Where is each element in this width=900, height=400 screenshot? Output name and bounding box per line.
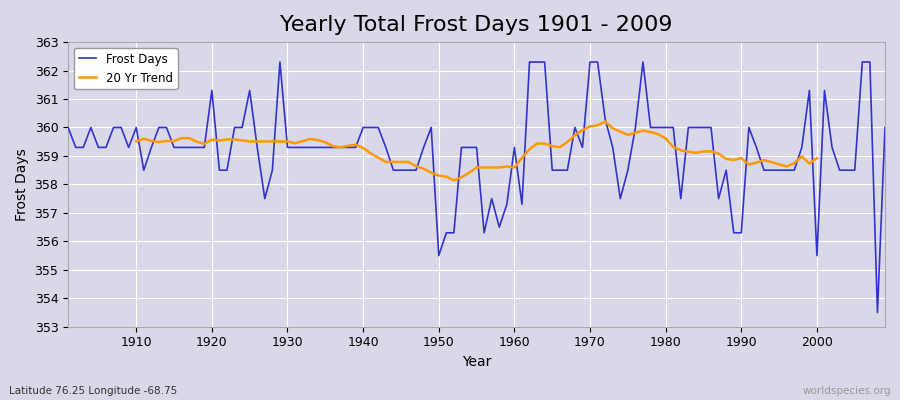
Legend: Frost Days, 20 Yr Trend: Frost Days, 20 Yr Trend	[74, 48, 177, 89]
Frost Days	[343, 145, 354, 150]
20 Yr Trend	[305, 137, 316, 142]
20 Yr Trend	[812, 156, 823, 161]
Frost Days	[274, 60, 285, 64]
Title: Yearly Total Frost Days 1901 - 2009: Yearly Total Frost Days 1901 - 2009	[280, 15, 673, 35]
Y-axis label: Frost Days: Frost Days	[15, 148, 29, 221]
20 Yr Trend	[532, 141, 543, 146]
Frost Days	[872, 310, 883, 315]
20 Yr Trend	[214, 138, 225, 143]
Frost Days	[879, 125, 890, 130]
Line: 20 Yr Trend: 20 Yr Trend	[136, 122, 817, 180]
20 Yr Trend	[721, 156, 732, 161]
Text: Latitude 76.25 Longitude -68.75: Latitude 76.25 Longitude -68.75	[9, 386, 177, 396]
20 Yr Trend	[290, 141, 301, 146]
Frost Days	[608, 145, 618, 150]
Frost Days	[297, 145, 308, 150]
20 Yr Trend	[130, 139, 141, 144]
Text: worldspecies.org: worldspecies.org	[803, 386, 891, 396]
X-axis label: Year: Year	[462, 355, 491, 369]
Line: Frost Days: Frost Days	[68, 62, 885, 312]
20 Yr Trend	[804, 161, 814, 166]
Frost Days	[63, 125, 74, 130]
20 Yr Trend	[448, 178, 459, 183]
Frost Days	[517, 202, 527, 207]
Frost Days	[123, 145, 134, 150]
20 Yr Trend	[599, 119, 610, 124]
Frost Days	[509, 145, 520, 150]
